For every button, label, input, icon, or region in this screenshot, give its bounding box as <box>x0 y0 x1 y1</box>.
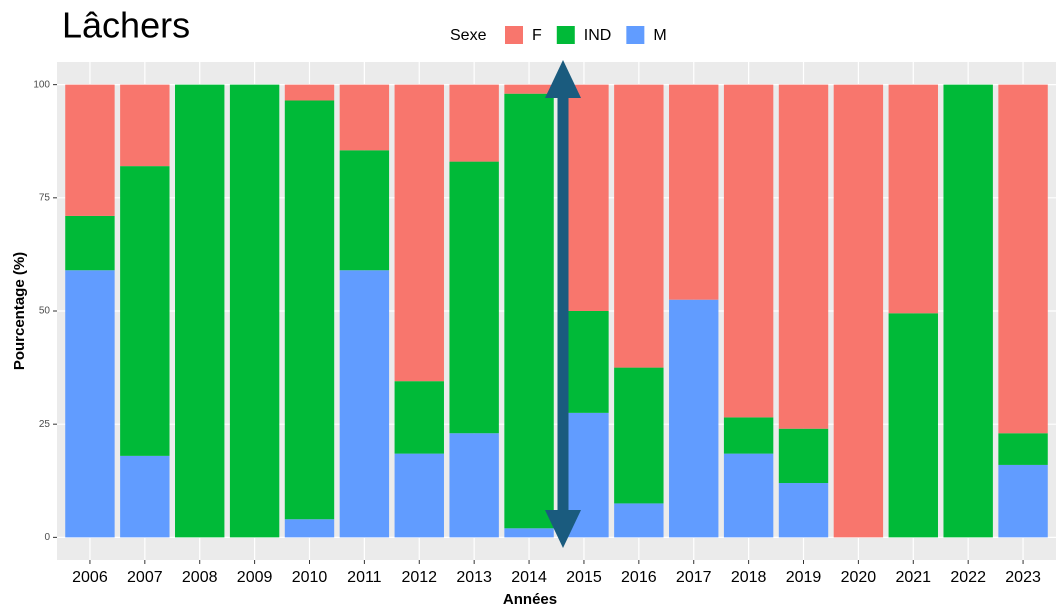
x-tick-label: 2017 <box>676 569 712 586</box>
x-tick-label: 2012 <box>401 569 437 586</box>
x-tick-label: 2006 <box>72 569 108 586</box>
x-tick-label: 2023 <box>1005 569 1041 586</box>
bar-segment <box>778 428 829 484</box>
legend-label: F <box>532 27 542 44</box>
bar-segment <box>284 84 335 101</box>
bar-segment <box>65 270 115 538</box>
bar-segment <box>65 215 115 271</box>
bar-segment <box>394 453 444 538</box>
x-axis-label: Années <box>503 591 557 608</box>
bar-segment <box>998 84 1048 434</box>
bar-segment <box>778 483 829 538</box>
chart-title: Lâchers <box>62 5 190 46</box>
bar-segment <box>943 84 993 538</box>
legend-swatch <box>505 26 523 44</box>
bar-segment <box>723 84 774 418</box>
y-axis-label: Pourcentage (%) <box>11 252 28 370</box>
y-tick-label: 50 <box>39 306 51 317</box>
bar-segment <box>339 270 390 538</box>
bar-segment <box>723 453 774 538</box>
bar-segment <box>998 464 1048 538</box>
bar-segment <box>120 455 170 538</box>
bar-segment <box>284 100 335 520</box>
bar-segment <box>449 433 499 538</box>
bars <box>65 84 1048 538</box>
bar-segment <box>614 367 664 504</box>
bar-segment <box>175 84 225 538</box>
x-tick-label: 2021 <box>895 569 931 586</box>
x-tick-label: 2016 <box>621 569 657 586</box>
x-tick-label: 2014 <box>511 569 547 586</box>
legend-swatch <box>626 26 645 44</box>
x-tick-label: 2010 <box>292 569 328 586</box>
bar-segment <box>394 84 444 382</box>
bar-segment <box>614 503 664 538</box>
x-tick-label: 2018 <box>731 569 767 586</box>
bar-segment <box>669 84 719 300</box>
bar-segment <box>504 528 554 538</box>
legend-label: M <box>653 27 666 44</box>
x-tick-label: 2011 <box>347 569 382 586</box>
bar-segment <box>65 84 115 216</box>
x-tick-label: 2007 <box>127 569 163 586</box>
y-tick-label: 0 <box>44 532 50 543</box>
x-tick-label: 2020 <box>841 569 877 586</box>
x-tick-label: 2009 <box>237 569 273 586</box>
bar-segment <box>284 519 335 538</box>
x-tick-label: 2015 <box>566 569 602 586</box>
x-tick-label: 2013 <box>456 569 492 586</box>
legend-label: IND <box>584 27 612 44</box>
bar-segment <box>339 84 390 151</box>
bar-segment <box>504 84 554 94</box>
bar-segment <box>229 84 280 538</box>
x-tick-label: 2019 <box>786 569 822 586</box>
bar-segment <box>888 313 938 538</box>
bar-segment <box>394 381 444 454</box>
bar-segment <box>449 84 499 162</box>
legend-swatch <box>556 26 575 44</box>
y-tick-label: 75 <box>39 192 51 203</box>
y-tick-label: 25 <box>39 419 51 430</box>
bar-segment <box>778 84 829 429</box>
bar-segment <box>339 150 390 271</box>
x-tick-label: 2022 <box>950 569 986 586</box>
bar-segment <box>833 84 884 538</box>
bar-segment <box>120 84 170 167</box>
x-tick-label: 2008 <box>182 569 218 586</box>
bar-segment <box>449 161 499 434</box>
bar-segment <box>120 166 170 456</box>
legend-title: Sexe <box>450 27 487 44</box>
y-tick-label: 100 <box>33 79 50 90</box>
arrow <box>545 60 581 548</box>
bar-segment <box>504 93 554 529</box>
bar-segment <box>669 299 719 538</box>
bar-segment <box>614 84 664 368</box>
bar-segment <box>998 433 1048 465</box>
bar-segment <box>888 84 938 314</box>
bar-segment <box>723 417 774 454</box>
